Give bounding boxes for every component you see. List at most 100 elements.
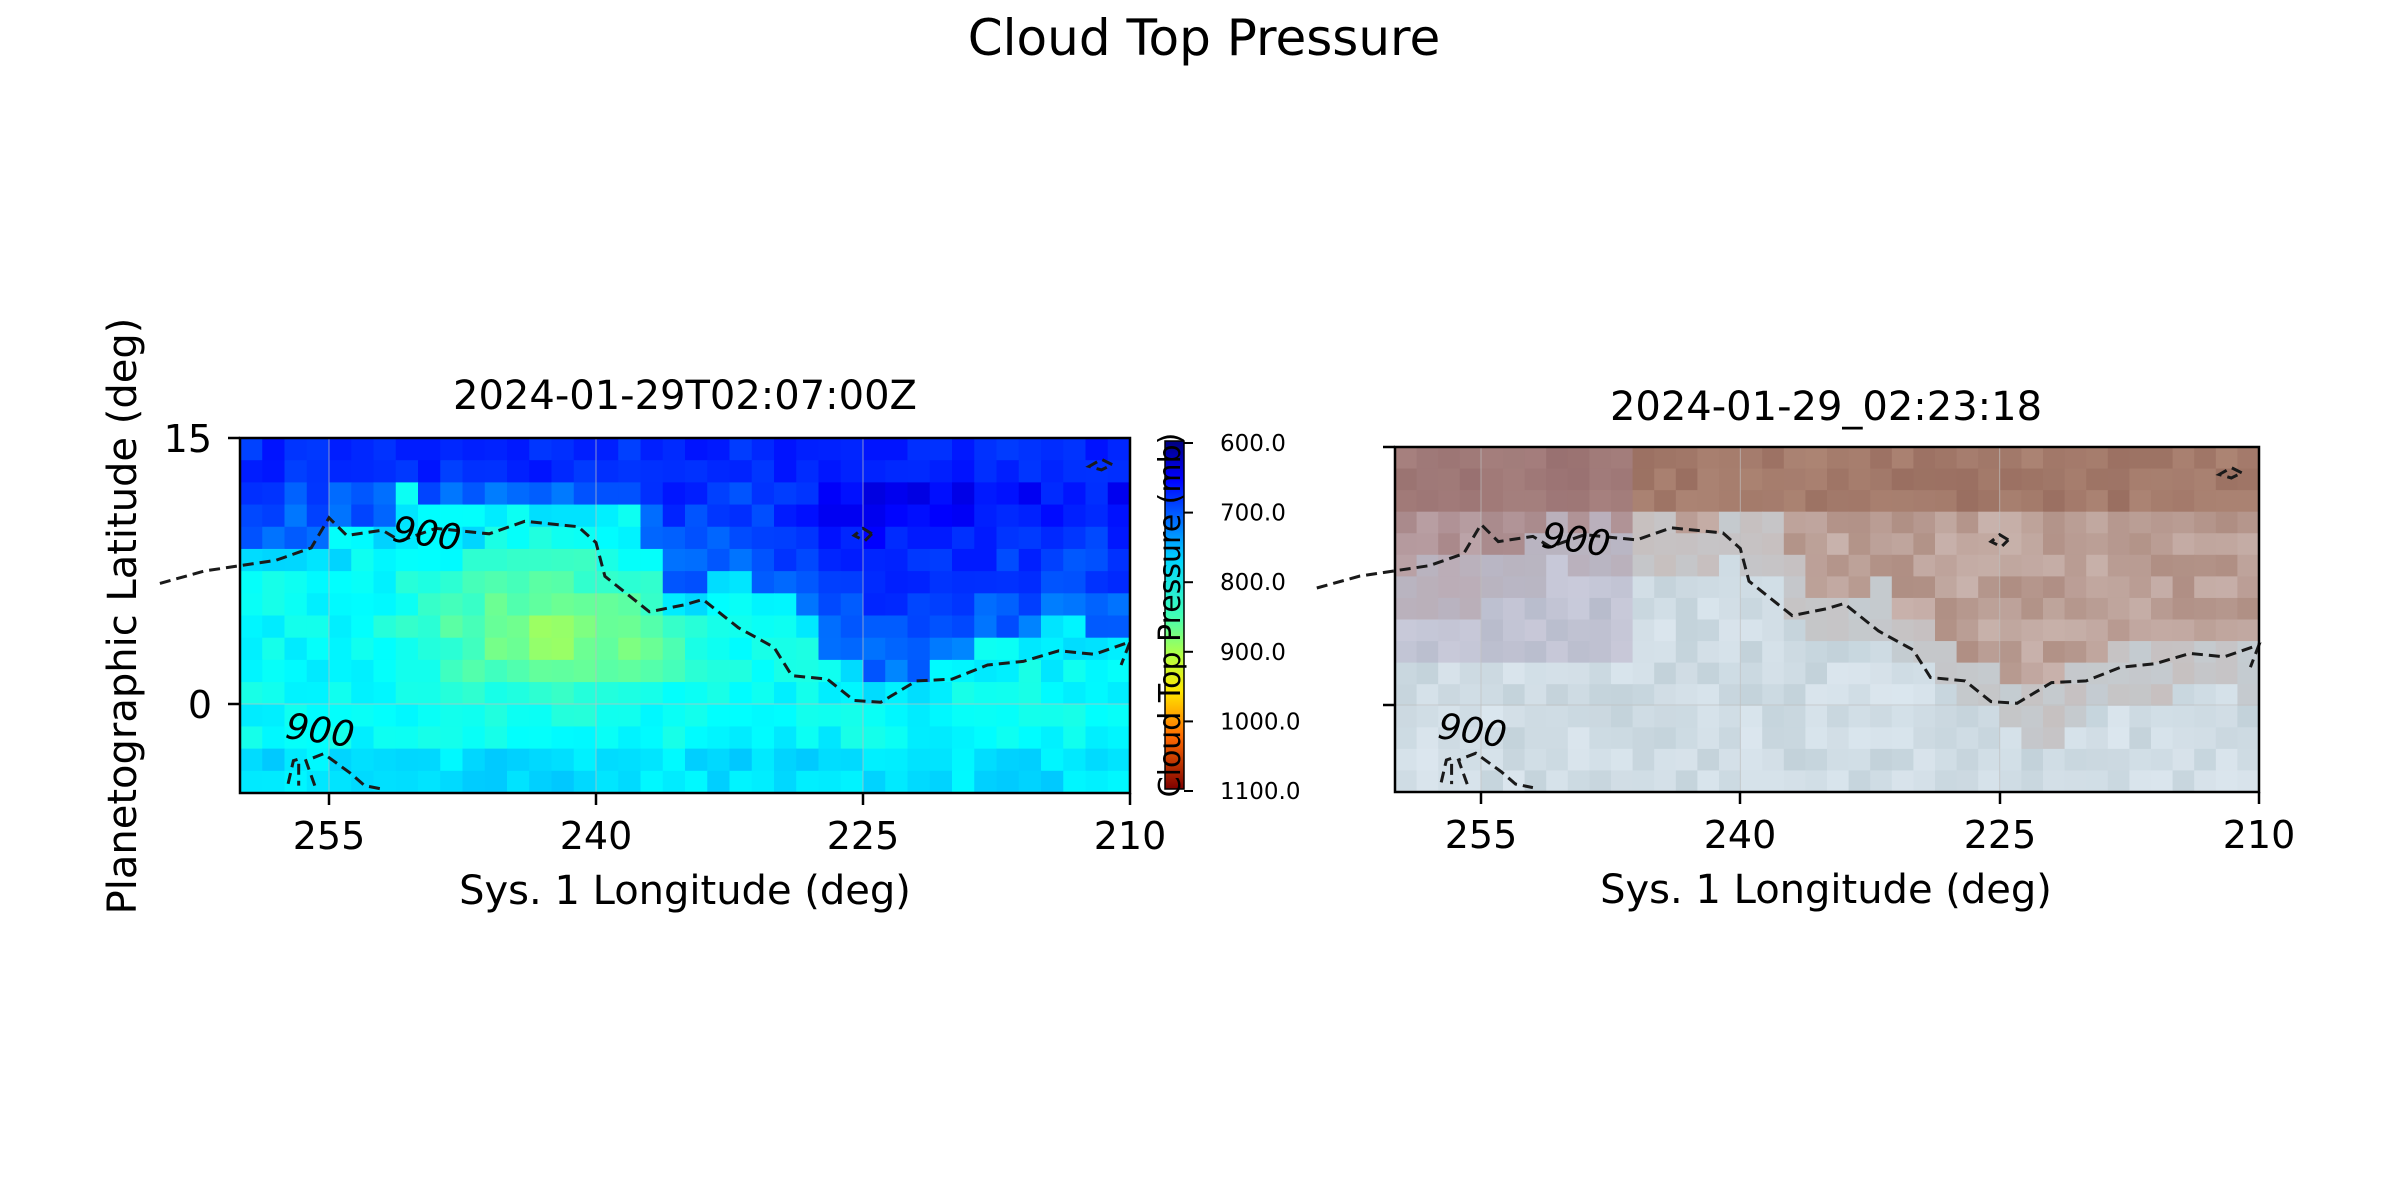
- image-pixel: [1999, 511, 2022, 534]
- image-pixel: [1503, 705, 1526, 728]
- image-pixel: [2215, 684, 2238, 707]
- heatmap-cell: [351, 637, 375, 661]
- heatmap-cell: [840, 682, 864, 705]
- heatmap-cell: [440, 526, 464, 550]
- image-pixel: [2215, 727, 2238, 750]
- heatmap-cell: [707, 615, 731, 639]
- heatmap-cell: [863, 482, 886, 506]
- heatmap-cell: [1041, 682, 1064, 705]
- heatmap-cell: [952, 548, 975, 572]
- image-pixel: [1978, 447, 2001, 470]
- image-pixel: [2172, 705, 2195, 728]
- image-pixel: [2086, 619, 2109, 642]
- heatmap-cell: [1107, 748, 1131, 772]
- heatmap-cell: [306, 704, 330, 728]
- image-pixel: [1546, 619, 1569, 642]
- image-pixel: [1567, 490, 1590, 513]
- heatmap-cell: [907, 682, 931, 705]
- heatmap-cell: [1107, 438, 1131, 461]
- heatmap-cell: [840, 548, 864, 572]
- image-pixel: [1438, 597, 1461, 621]
- heatmap-cell: [462, 548, 486, 572]
- heatmap-cell: [751, 615, 775, 639]
- heatmap-cell: [974, 571, 998, 594]
- heatmap-cell: [618, 548, 642, 572]
- image-pixel: [2172, 533, 2195, 556]
- heatmap-cell: [440, 571, 464, 594]
- heatmap-cell: [1018, 504, 1042, 528]
- heatmap-cell: [462, 460, 486, 483]
- heatmap-cell: [351, 526, 375, 550]
- heatmap-cell: [1085, 615, 1109, 639]
- image-pixel: [2194, 576, 2217, 599]
- heatmap-cell: [662, 659, 686, 683]
- image-pixel: [2086, 554, 2109, 577]
- image-pixel: [1913, 511, 1936, 534]
- image-pixel: [2237, 511, 2260, 534]
- heatmap-cell: [707, 637, 731, 661]
- contour-line: [159, 515, 1133, 704]
- image-pixel: [1481, 641, 1504, 664]
- heatmap-cell: [907, 526, 931, 550]
- heatmap-cell: [685, 770, 708, 794]
- image-pixel: [1891, 641, 1914, 664]
- image-pixel: [1395, 554, 1418, 577]
- left-axes-frame: [238, 436, 1132, 795]
- image-pixel: [2043, 727, 2066, 750]
- image-pixel: [1697, 641, 1720, 664]
- heatmap-cell: [885, 438, 909, 461]
- image-pixel: [1481, 727, 1504, 750]
- heatmap-cell: [1085, 770, 1109, 794]
- image-pixel: [1632, 490, 1655, 513]
- heatmap-cell: [952, 482, 975, 506]
- heatmap-cell: [885, 504, 909, 528]
- heatmap-cell: [306, 637, 330, 661]
- left-contours: 900 900: [159, 457, 1133, 791]
- heatmap-cell: [1063, 659, 1087, 683]
- image-pixel: [2021, 468, 2044, 491]
- heatmap-cell: [1063, 548, 1087, 572]
- image-pixel: [1438, 511, 1461, 534]
- heatmap-cell: [1107, 615, 1131, 639]
- image-pixel: [2107, 533, 2130, 556]
- heatmap-cell: [840, 659, 864, 683]
- image-pixel: [1675, 490, 1698, 513]
- image-pixel: [1524, 533, 1547, 556]
- image-pixel: [1740, 468, 1763, 491]
- image-pixel: [1891, 727, 1914, 750]
- heatmap-cell: [952, 571, 975, 594]
- image-pixel: [2237, 727, 2260, 750]
- image-pixel: [1719, 619, 1742, 642]
- image-pixel: [1675, 533, 1698, 556]
- image-pixel: [1611, 597, 1634, 621]
- heatmap-cell: [329, 682, 352, 705]
- image-pixel: [1740, 770, 1763, 793]
- heatmap-cell: [284, 526, 308, 550]
- heatmap-cell: [306, 526, 330, 550]
- image-pixel: [1632, 641, 1655, 664]
- heatmap-cell: [440, 659, 464, 683]
- heatmap-cell: [462, 770, 486, 794]
- image-pixel: [1762, 684, 1785, 707]
- image-pixel: [2151, 727, 2174, 750]
- image-pixel: [1589, 597, 1612, 621]
- image-pixel: [1891, 619, 1914, 642]
- heatmap-cell: [685, 482, 708, 506]
- heatmap-cell: [707, 548, 731, 572]
- image-pixel: [1913, 468, 1936, 491]
- image-pixel: [1783, 748, 1806, 772]
- image-pixel: [2172, 662, 2195, 685]
- heatmap-cell: [351, 748, 375, 772]
- image-pixel: [1848, 619, 1871, 642]
- heatmap-cell: [596, 682, 619, 705]
- image-pixel: [1503, 641, 1526, 664]
- heatmap-cell: [929, 704, 953, 728]
- image-pixel: [2107, 576, 2130, 599]
- heatmap-cell: [751, 438, 775, 461]
- heatmap-cell: [662, 548, 686, 572]
- heatmap-cell: [462, 637, 486, 661]
- image-pixel: [1524, 662, 1547, 685]
- image-pixel: [1524, 597, 1547, 621]
- heatmap-cell: [507, 482, 530, 506]
